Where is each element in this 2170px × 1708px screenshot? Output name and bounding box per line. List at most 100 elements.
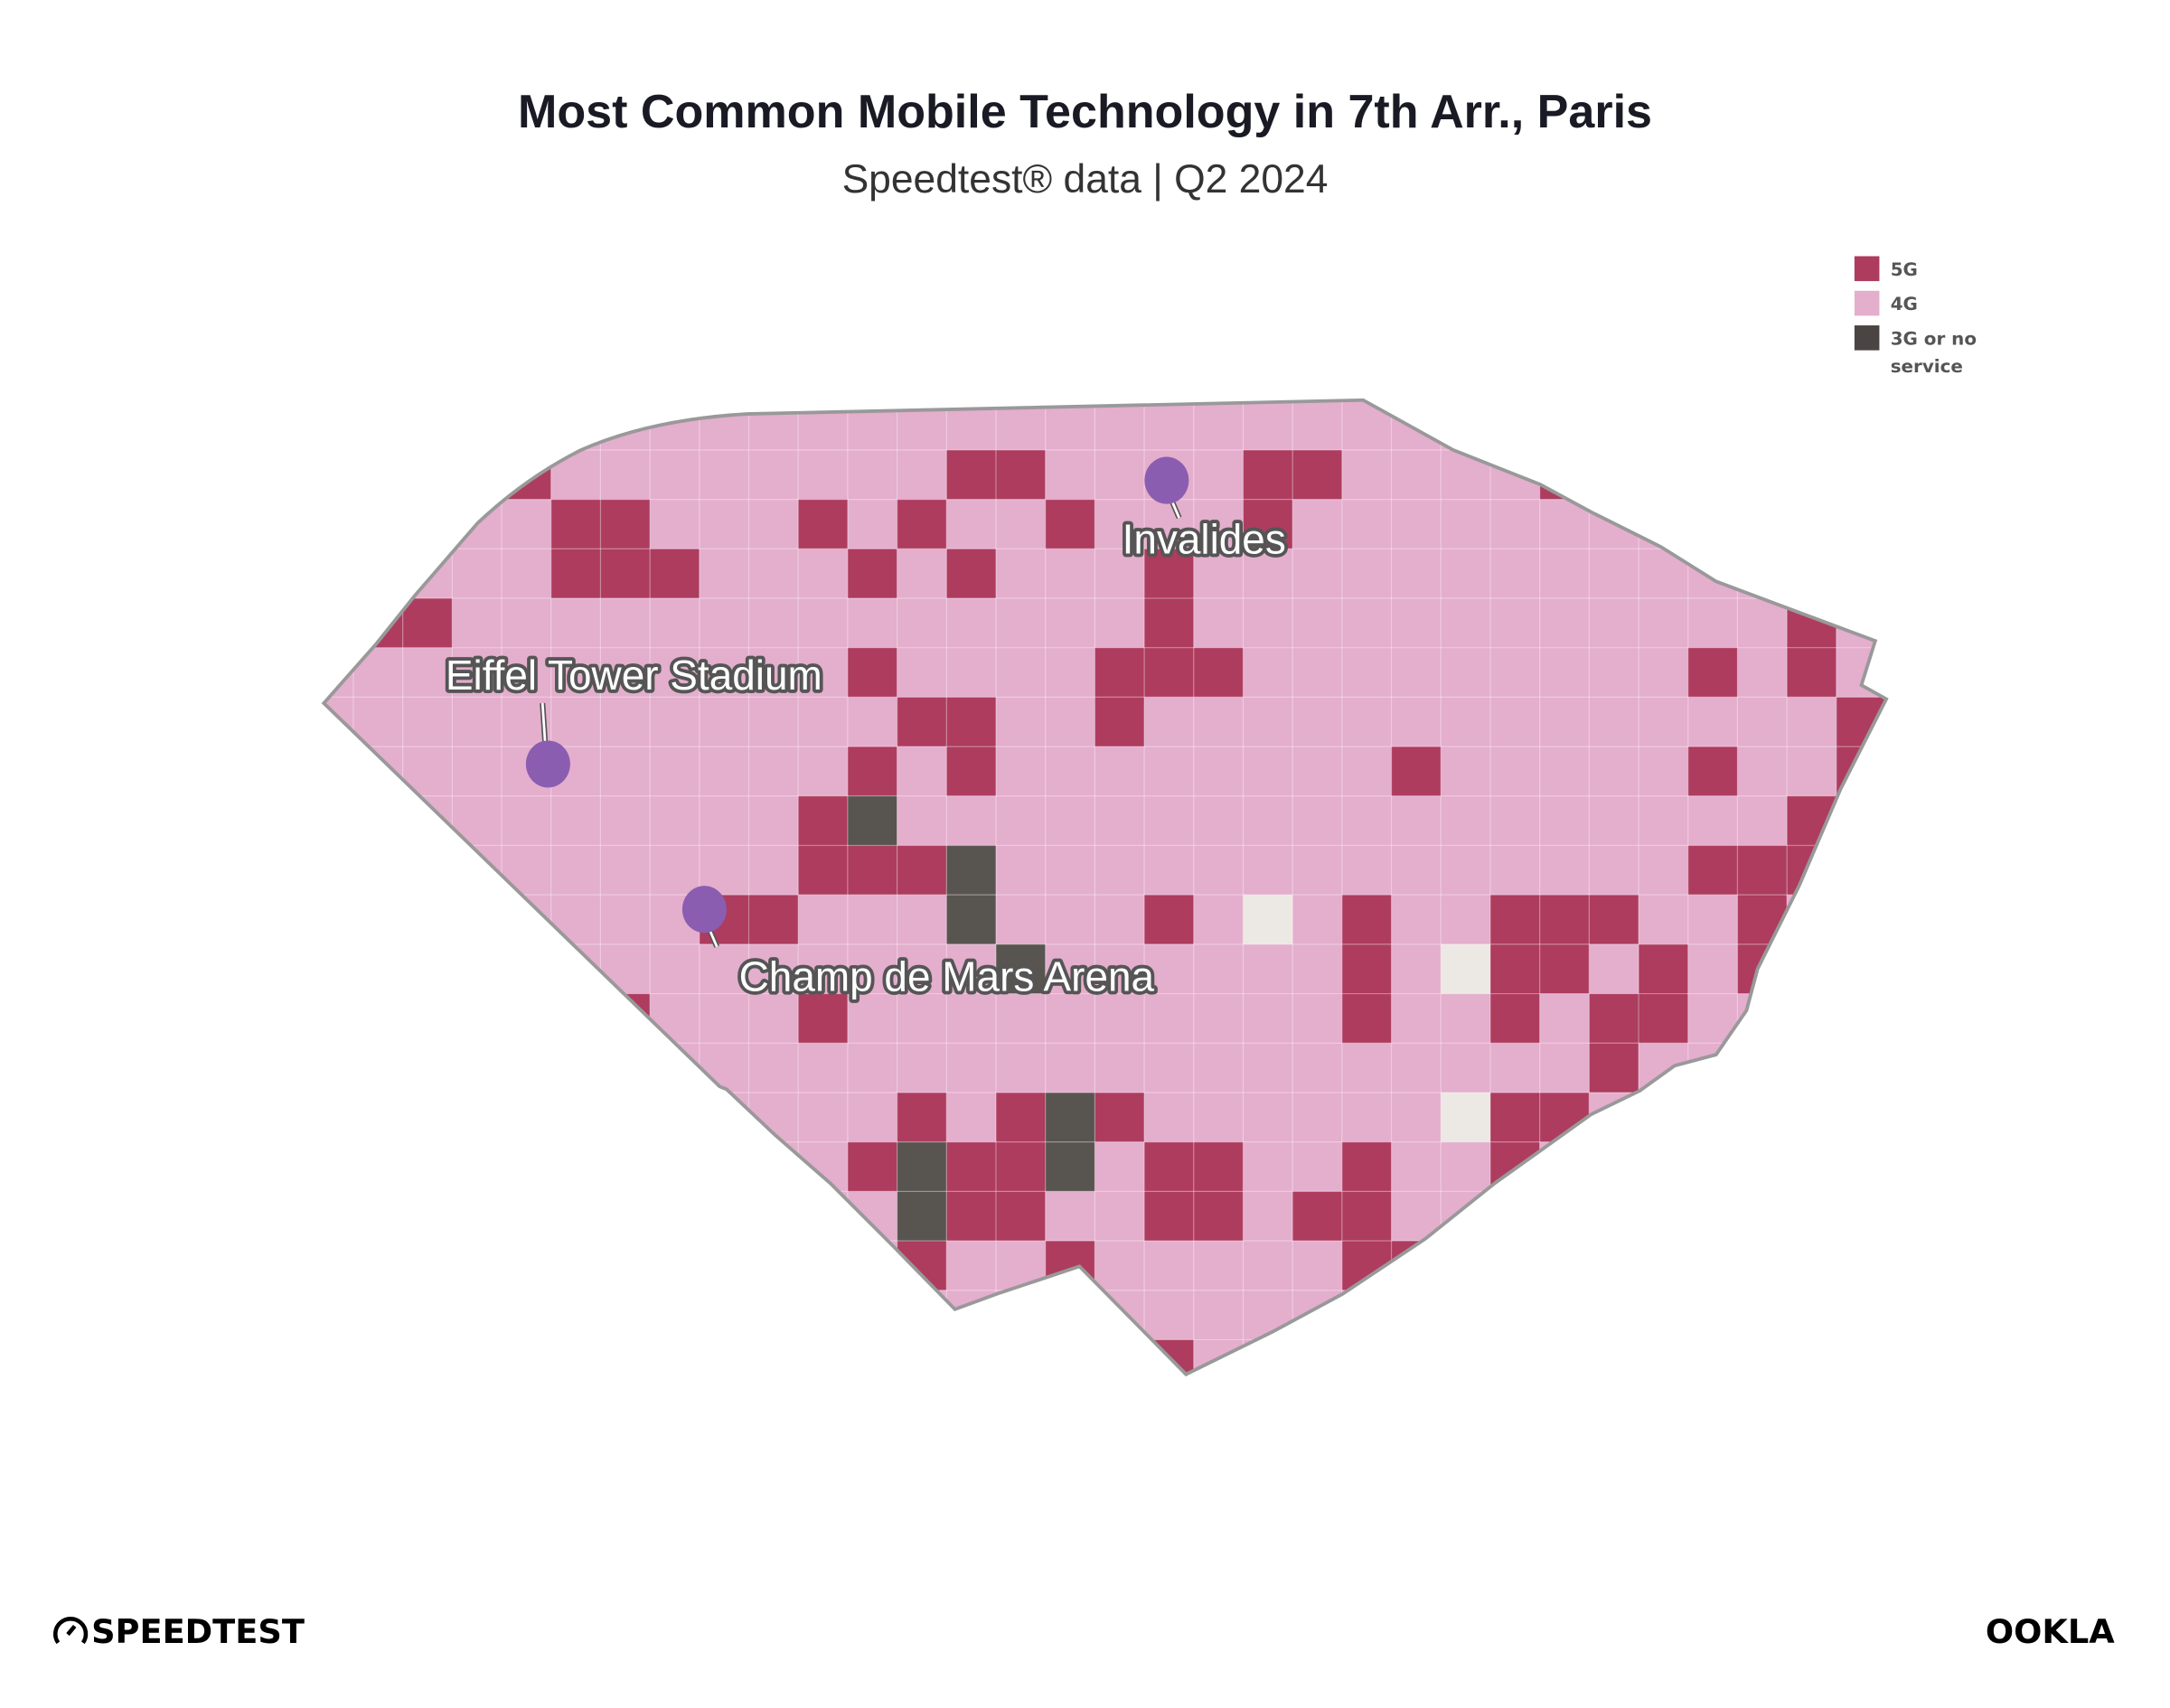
cell-5g	[897, 1092, 947, 1142]
cell-5g	[1539, 895, 1590, 944]
cell-5g	[1539, 449, 1590, 500]
cell-5g	[1045, 1241, 1095, 1290]
cell-5g	[1687, 647, 1738, 698]
speedtest-wordmark: SPEEDTEST	[91, 1612, 305, 1651]
cell-no-data	[1441, 1092, 1490, 1142]
cell-no-data	[1441, 943, 1490, 994]
cell-no-data	[1243, 895, 1293, 944]
cell-5g	[1144, 1339, 1194, 1375]
cell-5g	[798, 795, 848, 846]
cell-5g	[600, 549, 651, 598]
cell-5g	[847, 549, 897, 598]
cell-5g	[1243, 499, 1293, 549]
cell-5g	[1094, 697, 1145, 747]
cell-5g	[1292, 1191, 1342, 1242]
pin-icon[interactable]	[525, 740, 570, 788]
cell-5g	[847, 746, 897, 796]
cell-5g	[1737, 943, 1788, 994]
cell-5g	[1787, 795, 1837, 846]
cell-5g	[798, 845, 848, 896]
cell-5g	[897, 1241, 947, 1290]
cell-5g	[1193, 1141, 1244, 1192]
cell-5g	[1639, 943, 1688, 994]
ookla-logo: OOKLA	[1986, 1612, 2115, 1651]
cell-5g	[1589, 993, 1639, 1044]
cell-5g	[798, 499, 848, 549]
cell-5g	[946, 1191, 996, 1242]
cell-5g	[1836, 746, 1886, 796]
place-champ-de-mars-arena[interactable]: Champ de Mars Arena	[681, 886, 1158, 1003]
map-cells	[352, 449, 1886, 1375]
cell-5g	[1589, 1043, 1639, 1093]
cell-5g	[1489, 943, 1540, 994]
chart-subtitle: Speedtest® data | Q2 2024	[842, 157, 1329, 202]
cell-5g	[1391, 1241, 1442, 1290]
place-label: Champ de Mars Arena	[739, 953, 1155, 1000]
cell-5g	[600, 499, 651, 549]
cell-3g-or-no-service	[995, 943, 1046, 994]
cell-3g-or-no-service	[946, 895, 996, 944]
cell-5g	[995, 1191, 1046, 1242]
cell-5g	[550, 499, 601, 549]
cell-5g	[897, 499, 947, 549]
cell-5g	[1787, 647, 1837, 698]
cell-5g	[995, 1092, 1046, 1142]
cell-5g	[1589, 895, 1639, 944]
cell-5g	[1836, 697, 1886, 747]
place-invalides[interactable]: Invalides	[1119, 456, 1290, 567]
cell-5g	[847, 1141, 897, 1192]
legend-label-3g: 3G or no	[1891, 329, 1977, 350]
cell-5g	[1341, 993, 1392, 1044]
map-area	[324, 399, 1887, 1375]
cell-5g	[1144, 895, 1194, 944]
cell-5g	[1737, 845, 1788, 896]
cell-5g	[550, 549, 601, 598]
cell-5g	[1094, 1092, 1145, 1142]
cell-3g-or-no-service	[1045, 1092, 1095, 1142]
cell-3g-or-no-service	[847, 795, 897, 846]
pin-icon[interactable]	[1144, 456, 1189, 504]
cell-5g	[1144, 549, 1194, 598]
cell-5g	[995, 449, 1046, 500]
cell-5g	[798, 993, 848, 1044]
cell-3g-or-no-service	[897, 1141, 947, 1192]
cell-3g-or-no-service	[1045, 1141, 1095, 1192]
legend-label-5g: 5G	[1891, 259, 1918, 280]
cell-5g	[946, 449, 996, 500]
cell-5g	[897, 697, 947, 747]
cell-5g	[650, 549, 700, 598]
cell-5g	[1193, 647, 1244, 698]
cell-5g	[1144, 1141, 1194, 1192]
cell-5g	[1687, 845, 1738, 896]
cell-5g	[1341, 895, 1392, 944]
legend-swatch-4g	[1854, 290, 1880, 316]
cell-5g	[1341, 1141, 1392, 1192]
legend: 5G 4G 3G or no service	[1854, 256, 1977, 377]
cell-5g	[1341, 1191, 1392, 1242]
cell-5g	[946, 549, 996, 598]
cell-5g	[847, 845, 897, 896]
cell-5g	[1144, 647, 1194, 698]
cell-5g	[1292, 449, 1342, 500]
legend-label-4g: 4G	[1891, 294, 1918, 314]
cell-5g	[1045, 499, 1095, 549]
cell-5g	[1489, 1092, 1540, 1142]
cell-5g	[748, 895, 799, 944]
cell-5g	[1193, 1191, 1244, 1242]
speedometer-icon	[52, 1616, 89, 1645]
cell-5g	[600, 993, 651, 1044]
cell-5g	[1391, 746, 1442, 796]
cell-5g	[1094, 647, 1145, 698]
pin-icon[interactable]	[681, 886, 727, 934]
cell-3g-or-no-service	[946, 845, 996, 896]
cell-5g	[1639, 993, 1688, 1044]
cell-5g	[946, 1141, 996, 1192]
cell-5g	[1687, 746, 1738, 796]
place-label: Invalides	[1123, 516, 1286, 563]
cell-5g	[1489, 993, 1540, 1044]
cell-5g	[402, 597, 453, 648]
cell-5g	[1243, 449, 1293, 500]
place-eiffel-tower-stadium[interactable]: Eiffel Tower Stadium	[442, 648, 826, 788]
cell-5g	[995, 1141, 1046, 1192]
chart-title: Most Common Mobile Technology in 7th Arr…	[518, 86, 1652, 138]
